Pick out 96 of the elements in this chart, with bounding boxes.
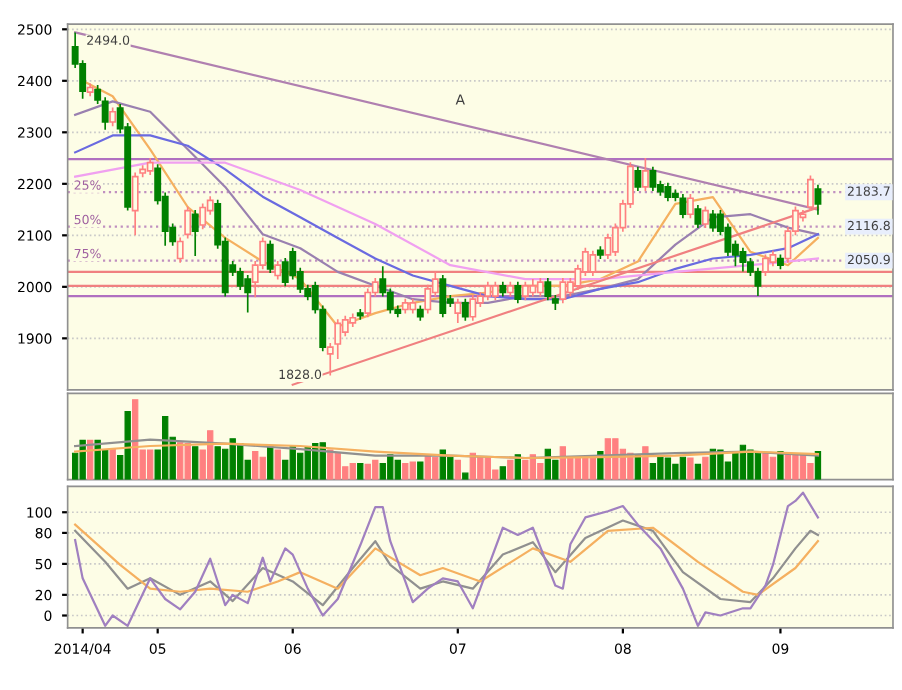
bar [732, 452, 739, 480]
bar [94, 439, 101, 480]
bar [679, 456, 687, 480]
candlestick [514, 280, 522, 305]
candlestick [461, 297, 469, 322]
bar [214, 446, 221, 480]
bar [409, 461, 416, 480]
candlestick [191, 209, 199, 257]
candlestick [739, 246, 747, 273]
bar [454, 459, 461, 480]
candlestick [244, 274, 252, 314]
bar [267, 446, 274, 480]
candlestick [634, 165, 642, 192]
candlestick [559, 277, 567, 305]
bar [694, 463, 702, 480]
candlestick [536, 277, 544, 298]
bar [289, 446, 296, 480]
bar [124, 411, 131, 480]
candlestick [694, 204, 702, 229]
candlestick [484, 280, 492, 302]
bar [762, 452, 769, 480]
bar [394, 459, 401, 480]
bar [109, 448, 116, 480]
candlestick [521, 280, 529, 302]
candlestick [544, 277, 552, 302]
bar [327, 449, 334, 480]
bar [229, 438, 236, 480]
bar [304, 446, 311, 480]
bar [364, 463, 371, 480]
bar [349, 463, 356, 480]
bar [387, 454, 394, 480]
candlestick [814, 184, 822, 216]
candlestick [266, 239, 274, 274]
bar [664, 457, 672, 480]
bar [357, 463, 364, 480]
line-series [74, 161, 820, 281]
candlestick [761, 253, 769, 277]
candlestick [131, 171, 139, 237]
line-series [74, 519, 820, 607]
candlestick [109, 106, 117, 127]
bar [777, 451, 784, 480]
candlestick [641, 157, 649, 192]
bar [192, 446, 199, 480]
candlestick [199, 202, 207, 230]
bar [417, 461, 424, 480]
bar [432, 456, 439, 480]
bar [372, 459, 379, 480]
bar [259, 456, 266, 480]
candlestick [664, 181, 672, 203]
candlestick [274, 260, 282, 281]
line-series [74, 491, 820, 627]
candlestick [469, 294, 477, 322]
bar [184, 443, 191, 480]
bar [462, 472, 469, 480]
bar [657, 456, 664, 480]
bar [274, 449, 281, 480]
candlestick [679, 193, 687, 220]
bar [754, 452, 762, 480]
candlestick [754, 266, 762, 297]
bar [297, 452, 304, 480]
bar [522, 459, 529, 480]
bar [747, 449, 754, 480]
bar [334, 452, 341, 480]
candlestick [184, 205, 192, 240]
candlestick [101, 96, 109, 131]
candlestick [806, 174, 814, 212]
bar [687, 457, 694, 480]
bar [582, 457, 589, 480]
candlestick [649, 165, 657, 192]
bar [612, 438, 619, 480]
candlestick [686, 193, 694, 220]
bar [252, 451, 259, 480]
candlestick [491, 280, 499, 302]
bar [702, 456, 709, 480]
bar [589, 457, 597, 480]
candlestick [439, 274, 447, 319]
candlestick [454, 297, 462, 324]
candlestick [604, 232, 612, 260]
bar [499, 466, 507, 480]
bar [477, 456, 484, 480]
candlestick [176, 236, 184, 264]
bar [769, 456, 777, 480]
bar [649, 463, 657, 480]
bar [507, 459, 514, 480]
bar [792, 455, 799, 480]
bar [379, 463, 386, 480]
candlestick [709, 209, 717, 233]
bar [402, 463, 409, 480]
bar [447, 456, 454, 480]
line-series [74, 523, 820, 596]
candlestick [589, 249, 597, 277]
bar [672, 463, 679, 480]
candlestick [701, 205, 709, 229]
bar [807, 463, 814, 480]
bar [147, 449, 154, 480]
line-series [74, 134, 820, 301]
